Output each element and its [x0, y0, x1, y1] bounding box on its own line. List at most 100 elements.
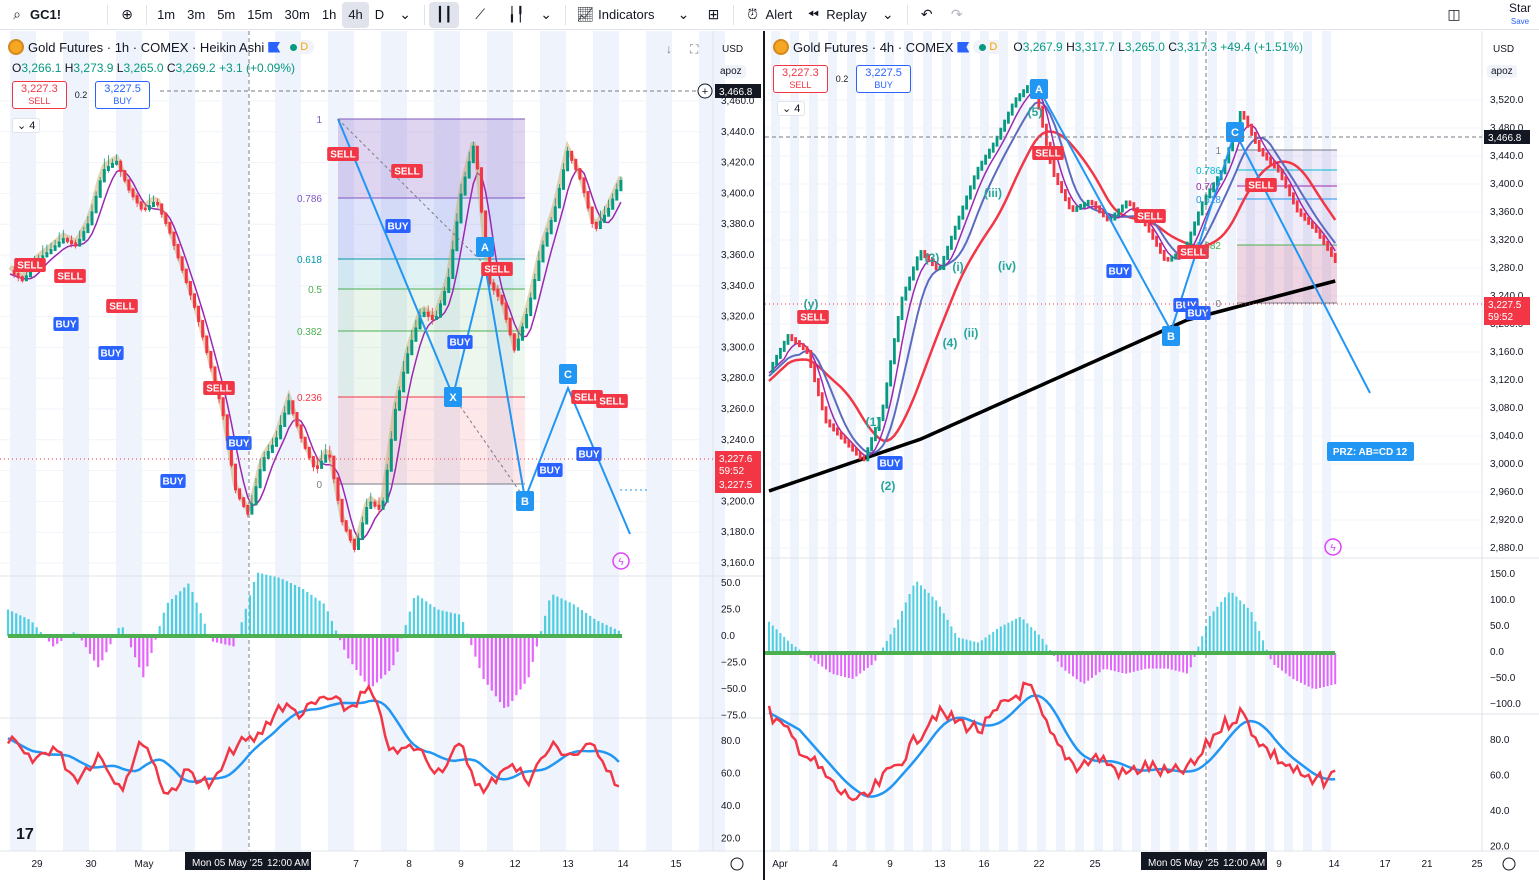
- interval-4h[interactable]: 4h: [342, 1, 369, 28]
- sell-button[interactable]: 3,227.3 SELL: [773, 65, 828, 93]
- price-tick: 3,520.0: [1490, 95, 1524, 106]
- settings-gear-icon[interactable]: [1502, 857, 1516, 871]
- add-alert-icon[interactable]: [697, 83, 713, 99]
- cursor-clock-label: 12:00 AM: [267, 858, 309, 869]
- download-button[interactable]: ↓: [666, 42, 672, 56]
- candle: [1170, 255, 1174, 262]
- fib-level-label: 0: [1215, 299, 1221, 310]
- osc-tick: 100.0: [1490, 595, 1515, 606]
- candle: [467, 161, 471, 179]
- chart-type-line[interactable]: ⟋: [465, 2, 495, 28]
- interval-5m[interactable]: 5m: [217, 7, 236, 22]
- price-tick: 3,400.0: [721, 188, 755, 199]
- harmonic-pattern-line: [337, 118, 631, 535]
- divider: [565, 4, 567, 25]
- layout-toggle[interactable]: ◫: [1439, 2, 1469, 28]
- candle: [463, 176, 467, 196]
- candle: [545, 232, 549, 247]
- status-badge[interactable]: D: [284, 40, 315, 54]
- pane-divider[interactable]: [763, 31, 765, 880]
- chart-pane-left[interactable]: 3,460.0 3,440.0 3,420.0 3,400.0 3,380.0 3,360…: [0, 31, 763, 880]
- symbol-search[interactable]: ⌕ GC1!: [0, 2, 67, 28]
- session-background: [1094, 31, 1103, 851]
- chevron-down-icon: ⌄: [399, 6, 412, 22]
- indicators-dropdown[interactable]: ⌄: [669, 2, 699, 28]
- ema-20-line: [768, 100, 1337, 455]
- price-tick: 3,320.0: [721, 312, 755, 323]
- chart-type-dropdown[interactable]: ⌄: [531, 2, 561, 28]
- star-save[interactable]: Star Save: [1509, 2, 1531, 28]
- scale-mode-button[interactable]: apoz: [1487, 65, 1517, 78]
- sell-button[interactable]: 3,227.3 SELL: [12, 81, 67, 109]
- indicator-collapse[interactable]: ⌄ 4: [777, 101, 806, 116]
- interval-1h[interactable]: 1h: [321, 7, 337, 22]
- chart-canvas-right[interactable]: 3,520.0 3,480.0 3,440.0 3,400.0 3,360.0 3,320…: [765, 31, 1539, 880]
- interval-30m[interactable]: 30m: [284, 7, 310, 22]
- chart-type-bars[interactable]: ╽╿: [501, 2, 531, 28]
- osc-tick: −50.0: [1490, 673, 1516, 684]
- session-background: [434, 31, 460, 851]
- session-background: [771, 31, 780, 851]
- scale-mode-button[interactable]: apoz: [716, 65, 746, 78]
- status-badge[interactable]: D: [973, 40, 1004, 54]
- session-background: [328, 31, 354, 851]
- buy-button[interactable]: 3,227.5 BUY: [95, 81, 150, 109]
- maximize-button[interactable]: ⛶: [690, 42, 698, 57]
- chart-title[interactable]: Gold Futures · 1h · COMEX · Heikin Ashi: [28, 39, 265, 55]
- layouts-button[interactable]: ⊞: [699, 2, 729, 28]
- session-background: [169, 31, 195, 851]
- candle: [94, 195, 98, 214]
- chart-canvas-left[interactable]: 3,460.0 3,440.0 3,420.0 3,400.0 3,380.0 3,360…: [0, 31, 763, 880]
- buy-button[interactable]: 3,227.5 BUY: [856, 65, 911, 93]
- candle: [1102, 209, 1105, 218]
- price-tick: 3,480.0: [1490, 123, 1524, 134]
- replay-button[interactable]: ⏪︎ Replay: [798, 2, 872, 28]
- candle: [889, 360, 892, 387]
- settings-gear-icon[interactable]: [730, 857, 744, 871]
- lightning-icon[interactable]: [612, 552, 630, 570]
- flag-icon[interactable]: [957, 41, 970, 53]
- candle: [1067, 197, 1071, 210]
- candle: [1105, 213, 1109, 222]
- fib-zone: [338, 397, 525, 484]
- candle: [931, 258, 934, 267]
- undo-button[interactable]: ↶: [912, 2, 942, 28]
- indicators-button[interactable]: 📈︎ Indicators: [570, 2, 660, 28]
- interval-d[interactable]: D: [374, 7, 385, 22]
- candle: [90, 211, 94, 226]
- interval-1m[interactable]: 1m: [157, 7, 176, 22]
- alert-button[interactable]: ⏰︎ Alert: [738, 2, 799, 28]
- redo-button[interactable]: ↷: [942, 2, 972, 28]
- candle: [586, 191, 590, 209]
- interval-3m[interactable]: 3m: [187, 7, 206, 22]
- time-tick: 12: [509, 859, 521, 870]
- candle: [1128, 200, 1132, 207]
- lightning-icon[interactable]: [1324, 538, 1342, 556]
- interval-dropdown[interactable]: ⌄: [390, 2, 420, 28]
- time-tick: 7: [353, 859, 359, 870]
- candle: [443, 291, 447, 306]
- chart-pane-right[interactable]: 3,520.0 3,480.0 3,440.0 3,400.0 3,360.0 3,320…: [765, 31, 1539, 880]
- candle: [786, 334, 790, 345]
- bars-icon: ╽╿: [507, 6, 525, 22]
- price-tick: 3,300.0: [721, 342, 755, 353]
- chart-title[interactable]: Gold Futures · 4h · COMEX: [793, 39, 954, 55]
- candle: [398, 390, 401, 411]
- indicator-collapse[interactable]: ⌄ 4: [12, 118, 41, 133]
- compare-button[interactable]: ⊕: [112, 2, 142, 28]
- candle: [225, 414, 229, 441]
- candle: [1014, 97, 1018, 108]
- flag-icon[interactable]: [268, 41, 281, 53]
- chart-type-candles[interactable]: ┃┃: [429, 1, 460, 28]
- candle: [919, 250, 923, 261]
- currency-button[interactable]: USD: [722, 44, 744, 55]
- interval-15m[interactable]: 15m: [247, 7, 273, 22]
- currency-button[interactable]: USD: [1493, 44, 1515, 55]
- replay-dropdown[interactable]: ⌄: [873, 2, 903, 28]
- session-background: [1208, 31, 1217, 851]
- session-background: [942, 31, 951, 851]
- buy-signal-label: BUY: [1175, 301, 1196, 312]
- fib-zone: [338, 119, 525, 198]
- time-tick: 8: [406, 859, 412, 870]
- candle: [611, 198, 615, 210]
